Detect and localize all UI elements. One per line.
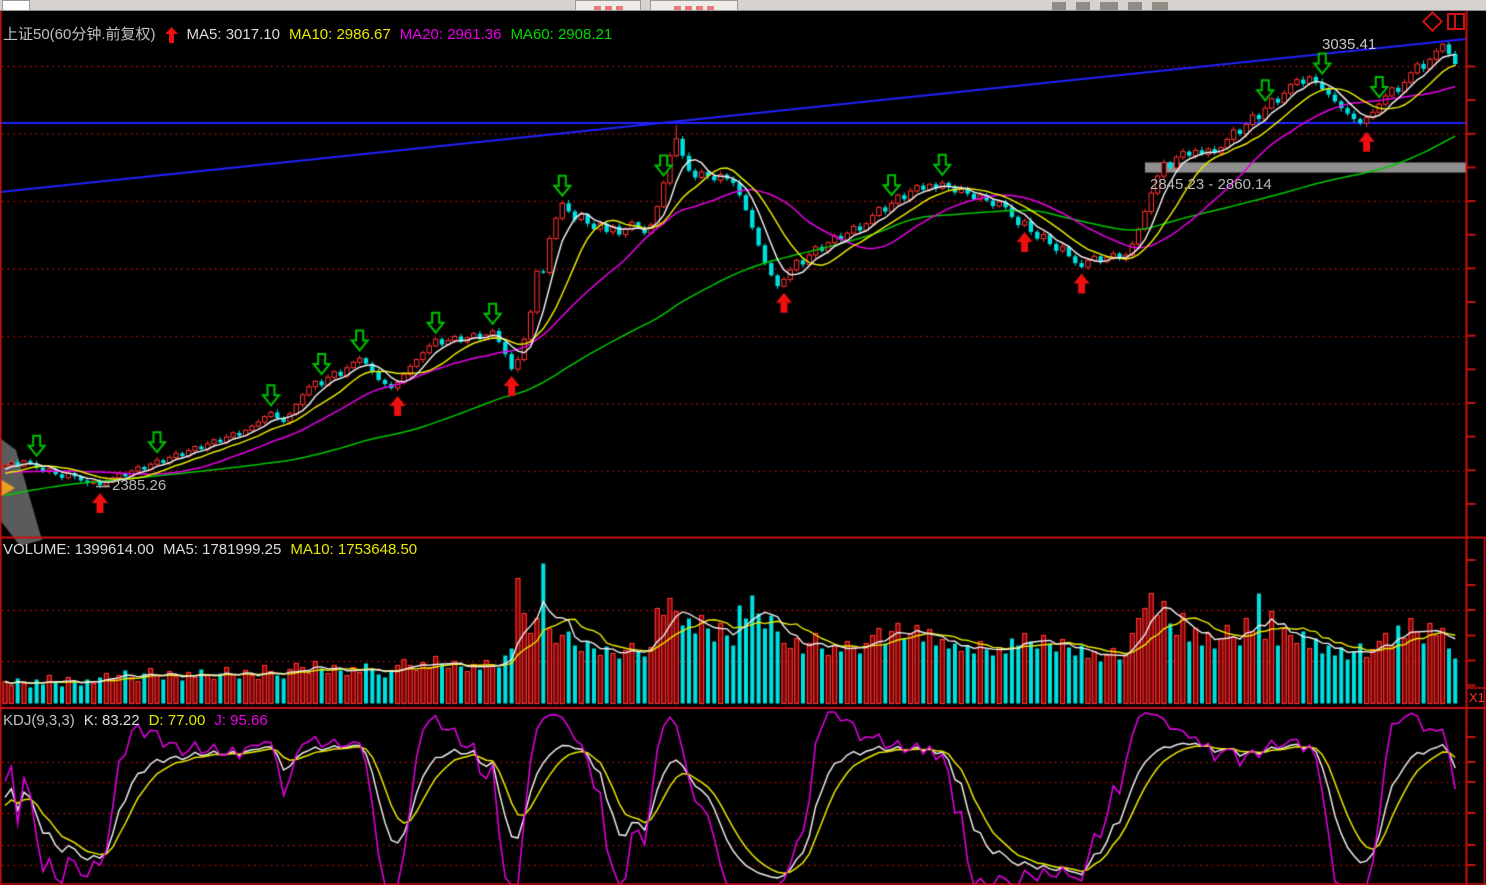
volume-ma10-label: MA10: 1753648.50	[290, 541, 418, 558]
kdj-title: KDJ(9,3,3)	[3, 712, 75, 729]
main-pane-header: 上证50(60分钟.前复权) MA5: 3017.10 MA10: 2986.6…	[3, 26, 612, 43]
kdj-j-label: J: 95.66	[214, 712, 268, 729]
toolbar-fragment[interactable]	[1128, 2, 1142, 10]
toolbar-fragment[interactable]	[1052, 2, 1066, 10]
volume-label: VOLUME: 1399614.00	[3, 541, 154, 558]
menu-bar[interactable]	[0, 0, 1486, 11]
menu-button[interactable]	[575, 0, 641, 11]
menu-button[interactable]	[650, 0, 738, 11]
volume-ma5-label: MA5: 1781999.25	[162, 541, 282, 558]
ma5-label: MA5: 3017.10	[186, 26, 280, 43]
kdj-k-label: K: 83.22	[83, 712, 140, 729]
volume-pane-header: VOLUME: 1399614.00 MA5: 1781999.25 MA10:…	[3, 541, 417, 558]
volume-scale-indicator: X1	[1469, 690, 1485, 705]
ma20-label: MA20: 2961.36	[399, 26, 502, 43]
high-price-annotation: 3035.41	[1322, 36, 1377, 53]
kdj-d-label: D: 77.00	[148, 712, 206, 729]
up-arrow-icon	[164, 26, 178, 43]
toolbar-fragment[interactable]	[1152, 2, 1168, 10]
symbol-title: 上证50(60分钟.前复权)	[3, 26, 156, 43]
low-price-annotation: 2385.26	[112, 477, 167, 494]
toolbar-fragment[interactable]	[1100, 2, 1118, 10]
ma60-label: MA60: 2908.21	[510, 26, 613, 43]
ma10-label: MA10: 2986.67	[288, 26, 391, 43]
kdj-pane-header: KDJ(9,3,3) K: 83.22 D: 77.00 J: 95.66	[3, 712, 268, 729]
window-split-icon[interactable]	[1447, 13, 1465, 30]
gap-band-annotation: 2845.23 - 2860.14	[1150, 176, 1272, 193]
system-menu-icon[interactable]	[2, 0, 30, 11]
toolbar-fragment[interactable]	[1076, 2, 1090, 10]
